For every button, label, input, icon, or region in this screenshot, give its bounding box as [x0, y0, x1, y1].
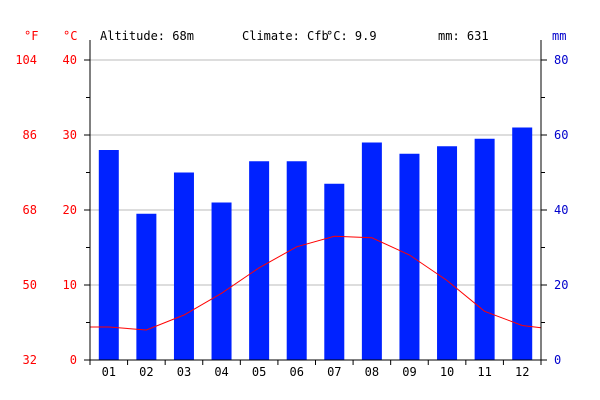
mm-tick-label: 0 — [554, 353, 561, 367]
precipitation-bar — [474, 138, 495, 360]
mm-unit-label: mm — [552, 29, 566, 43]
month-tick-label: 07 — [327, 365, 341, 379]
celsius-tick-label: 40 — [63, 53, 77, 67]
fahrenheit-tick-label: 86 — [23, 128, 37, 142]
month-tick-label: 11 — [477, 365, 491, 379]
celsius-tick-label: 20 — [63, 203, 77, 217]
precipitation-bar — [286, 161, 307, 360]
precipitation-bar — [437, 146, 458, 360]
climate-label: Climate: Cfb — [242, 29, 329, 43]
mm-tick-label: 40 — [554, 203, 568, 217]
month-tick-label: 03 — [177, 365, 191, 379]
precipitation-bar — [512, 127, 533, 360]
precipitation-bar — [136, 213, 157, 360]
temperature-line — [90, 235, 542, 331]
precipitation-bars — [98, 127, 533, 360]
fahrenheit-tick-label: 68 — [23, 203, 37, 217]
fahrenheit-tick-label: 104 — [15, 53, 37, 67]
mm-tick-label: 20 — [554, 278, 568, 292]
precipitation-bar — [211, 202, 232, 360]
month-tick-label: 04 — [214, 365, 228, 379]
fahrenheit-tick-label: 50 — [23, 278, 37, 292]
month-tick-label: 06 — [289, 365, 303, 379]
fahrenheit-unit-label: °F — [24, 29, 38, 43]
month-tick-label: 05 — [252, 365, 266, 379]
altitude-label: Altitude: 68m — [100, 29, 194, 43]
month-tick-label: 10 — [440, 365, 454, 379]
month-tick-label: 08 — [365, 365, 379, 379]
fahrenheit-tick-label: 32 — [23, 353, 37, 367]
month-tick-label: 12 — [515, 365, 529, 379]
axes — [84, 40, 547, 365]
month-tick-label: 02 — [139, 365, 153, 379]
celsius-tick-label: 10 — [63, 278, 77, 292]
precipitation-bar — [399, 153, 420, 360]
grid-lines — [90, 59, 541, 286]
mean-temperature-label: °C: 9.9 — [326, 29, 377, 43]
annual-precipitation-label: mm: 631 — [438, 29, 489, 43]
month-tick-label: 09 — [402, 365, 416, 379]
month-tick-label: 01 — [102, 365, 116, 379]
precipitation-bar — [98, 150, 119, 360]
tick-labels: 0 32 10 50 20 68 30 86 40 104 0 20 40 60 80 01 02 03 04 05 0… — [15, 53, 568, 379]
precipitation-bar — [173, 172, 194, 360]
celsius-unit-label: °C — [63, 29, 77, 43]
celsius-tick-label: 30 — [63, 128, 77, 142]
precipitation-bar — [361, 142, 382, 360]
mm-tick-label: 80 — [554, 53, 568, 67]
precipitation-bar — [324, 183, 345, 360]
precipitation-bar — [249, 161, 270, 360]
celsius-tick-label: 0 — [70, 353, 77, 367]
mm-tick-label: 60 — [554, 128, 568, 142]
